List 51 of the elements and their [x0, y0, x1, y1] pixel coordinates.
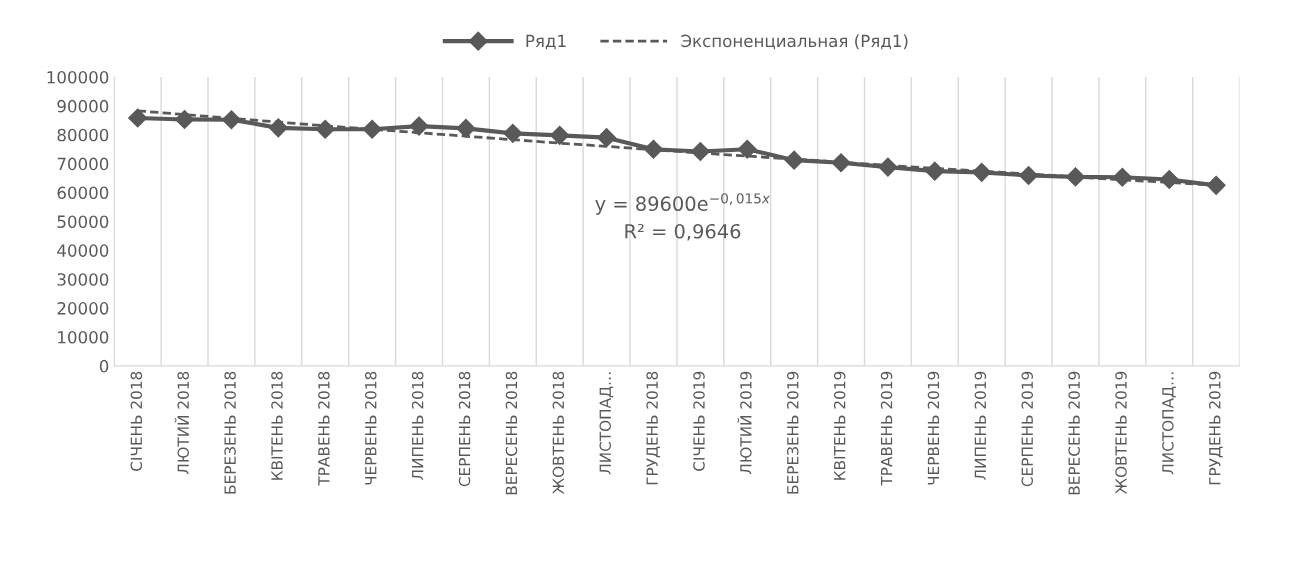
point [1159, 170, 1179, 190]
point [550, 125, 570, 145]
point [1065, 167, 1086, 187]
point [1206, 175, 1226, 195]
point [456, 118, 476, 138]
y-tick-label: 60000 [57, 186, 109, 200]
x-tick-label: КВІТЕНЬ 2019 [833, 371, 846, 480]
y-tick-label: 70000 [57, 157, 109, 171]
y-tick-label: 0 [99, 359, 109, 373]
annotation: y = 89600e$^{−0,015x}$ [595, 193, 770, 215]
y-tick-label: 20000 [57, 302, 109, 315]
x-tick-label: ГРУДЕНЬ 2019 [1209, 371, 1223, 485]
y-tick-label: 80000 [57, 128, 109, 142]
legend-label: Ряд1 [526, 34, 566, 50]
x-tick-label: ЧЕРВЕНЬ 2018 [365, 371, 377, 485]
x-tick-label: ГРУДЕНЬ 2018 [646, 371, 661, 485]
y-tick-label: 100000 [47, 70, 109, 84]
x-tick-label: ЛИПЕНЬ 2018 [411, 371, 424, 480]
x-tick-label: СІЧЕНЬ 2019 [693, 371, 705, 471]
point [737, 139, 757, 159]
point [831, 153, 851, 173]
x-tick-label: ТРАВЕНЬ 2018 [318, 371, 330, 486]
x-tick-label: КВІТЕНЬ 2018 [271, 371, 283, 480]
y-tick-label: 50000 [57, 215, 109, 228]
x-tick-label: ЧЕРВЕНЬ 2019 [927, 371, 940, 485]
x-tick-label: ЛИСТОПАД… [599, 372, 614, 475]
x-tick-label: ТРАВЕНЬ 2019 [880, 371, 893, 486]
point [503, 123, 523, 143]
x-tick-label: БЕРЕЗЕНЬ 2018 [224, 371, 236, 494]
x-tick-label: ЛЮТИЙ 2019 [737, 371, 752, 475]
x-tick-label: ЛЮТИЙ 2018 [174, 371, 189, 475]
x-tick-label: ВЕРЕСЕНЬ 2019 [1068, 371, 1080, 495]
annotation: R² = 0,9646 [625, 223, 741, 241]
x-tick-label: ЖОВТЕНЬ 2019 [1115, 371, 1127, 495]
point [268, 118, 288, 138]
point [597, 128, 617, 148]
point [643, 139, 663, 159]
x-tick-label: ЛИПЕНЬ 2019 [974, 371, 987, 480]
y-tick-label: 30000 [57, 273, 109, 286]
x-tick-label: БЕРЕЗЕНЬ 2019 [787, 371, 799, 494]
x-tick-label: СІЧЕНЬ 2018 [130, 371, 143, 471]
x-tick-label: ВЕРЕСЕНЬ 2018 [505, 371, 518, 495]
legend-label: Экспоненциальная (Ряд1) [681, 34, 908, 50]
y-tick-label: 90000 [57, 99, 109, 113]
x-tick-label: ЛИСТОПАД… [1162, 372, 1176, 475]
point [128, 108, 148, 128]
y-tick-label: 40000 [57, 244, 109, 257]
x-tick-label: ЖОВТЕНЬ 2018 [552, 371, 565, 495]
x-tick-label: СЕРПЕНЬ 2019 [1021, 371, 1034, 487]
x-tick-label: СЕРПЕНЬ 2018 [458, 371, 471, 487]
y-tick-label: 10000 [58, 330, 109, 344]
